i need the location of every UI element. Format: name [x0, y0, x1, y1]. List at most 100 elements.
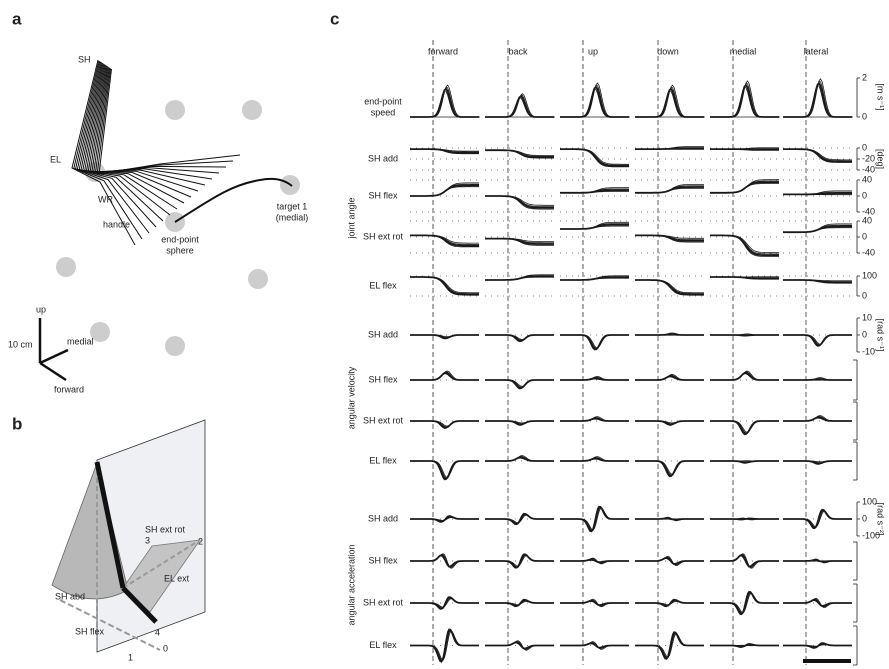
row-label: EL flex [369, 455, 397, 465]
trace [410, 554, 479, 569]
y-tick-label: 0 [862, 513, 867, 523]
trace [410, 91, 479, 117]
trace [635, 421, 704, 423]
scale-label: 10 cm [8, 339, 33, 349]
y-tick-label: 0 [862, 231, 867, 241]
trace [560, 89, 629, 117]
target-sphere [248, 269, 268, 289]
arm-stick [95, 68, 226, 173]
trace [710, 421, 779, 432]
panel-b-drawing [52, 420, 205, 652]
target-sphere [165, 336, 185, 356]
y-tick-label: 0 [862, 111, 867, 121]
annotation: end-point [161, 234, 199, 244]
y-tick-label: 0 [862, 290, 867, 300]
hand-path [175, 179, 292, 222]
axis-label: forward [54, 384, 84, 394]
annotation: 0 [163, 643, 168, 653]
panel-c: cforwardbackupdownmediallateralend-point… [330, 9, 886, 665]
annotation: 1 [128, 652, 133, 662]
target-sphere [165, 100, 185, 120]
row-label: SH flex [368, 555, 398, 565]
trace [783, 335, 852, 345]
axis-arrow [40, 350, 68, 363]
annotation: EL [50, 154, 61, 164]
trace [783, 86, 852, 118]
group-label: angular velocity [346, 366, 356, 429]
trace [560, 418, 629, 421]
y-tick-label: -100 [862, 530, 880, 540]
axis-label: medial [67, 336, 94, 346]
figure: aSHELWRhandleend-pointspheretarget 1(med… [0, 0, 889, 669]
trace [485, 196, 554, 208]
column-header: back [508, 46, 528, 56]
trace [560, 335, 629, 349]
row-label: SH ext rot [363, 597, 404, 607]
annotation: SH [78, 54, 91, 64]
row-label: EL flex [369, 280, 397, 290]
trace [410, 599, 479, 608]
annotation: target 1 [277, 201, 308, 211]
trace [410, 461, 479, 478]
trace [560, 458, 629, 461]
arm-stick [99, 69, 240, 174]
y-tick-label: 2 [862, 72, 867, 82]
row-label: end-point [364, 96, 402, 106]
trace [710, 374, 779, 380]
annotation: handle [103, 219, 130, 229]
y-tick-label: 40 [862, 174, 872, 184]
trace [710, 373, 779, 380]
trace [710, 371, 779, 380]
row-label: SH ext rot [363, 415, 404, 425]
y-tick-label: -20 [862, 153, 875, 163]
time-scale-bar [803, 659, 851, 663]
trace [710, 554, 779, 569]
trace [710, 235, 779, 256]
axis-label: up [36, 304, 46, 314]
y-tick-label: 0 [862, 142, 867, 152]
trace [485, 98, 554, 117]
trace [485, 457, 554, 461]
y-tick-label: -40 [862, 164, 875, 174]
annotation: sphere [166, 245, 194, 255]
trace [410, 371, 479, 380]
trace [410, 373, 479, 380]
trace [485, 380, 554, 386]
annotation: SH flex [75, 626, 105, 636]
trace [635, 461, 704, 475]
trace [410, 461, 479, 477]
column-header: forward [428, 46, 458, 56]
column-header: down [657, 46, 679, 56]
trace [635, 461, 704, 474]
row-label: SH add [368, 329, 398, 339]
annotation: SH abd [55, 591, 85, 601]
group-label: angular acceleration [346, 544, 356, 625]
annotation: WR [98, 194, 113, 204]
target-sphere [56, 257, 76, 277]
annotation: 2 [198, 536, 203, 546]
trace [710, 421, 779, 433]
row-label: SH flex [368, 190, 398, 200]
y-tick-label: -40 [862, 247, 875, 257]
annotation: 3 [145, 535, 150, 545]
row-label: SH ext rot [363, 231, 404, 241]
trace [560, 335, 629, 348]
trace [635, 91, 704, 117]
trace [635, 376, 704, 380]
column-header: lateral [804, 46, 829, 56]
trace [485, 380, 554, 387]
panel-label: b [12, 414, 22, 433]
y-tick-label: 100 [862, 270, 877, 280]
target-sphere [242, 100, 262, 120]
y-tick-label: 100 [862, 496, 877, 506]
unit-label: [m s⁻¹] [876, 83, 886, 110]
axis-arrow [40, 363, 66, 380]
y-tick-label: 0 [862, 329, 867, 339]
unit-label: [rad s⁻¹] [876, 319, 886, 352]
row-label: SH add [368, 153, 398, 163]
annotation: SH ext rot [145, 524, 186, 534]
trace [485, 515, 554, 523]
unit-label: [deg] [876, 149, 886, 169]
column-header: medial [730, 46, 757, 56]
y-tick-label: 0 [862, 190, 867, 200]
